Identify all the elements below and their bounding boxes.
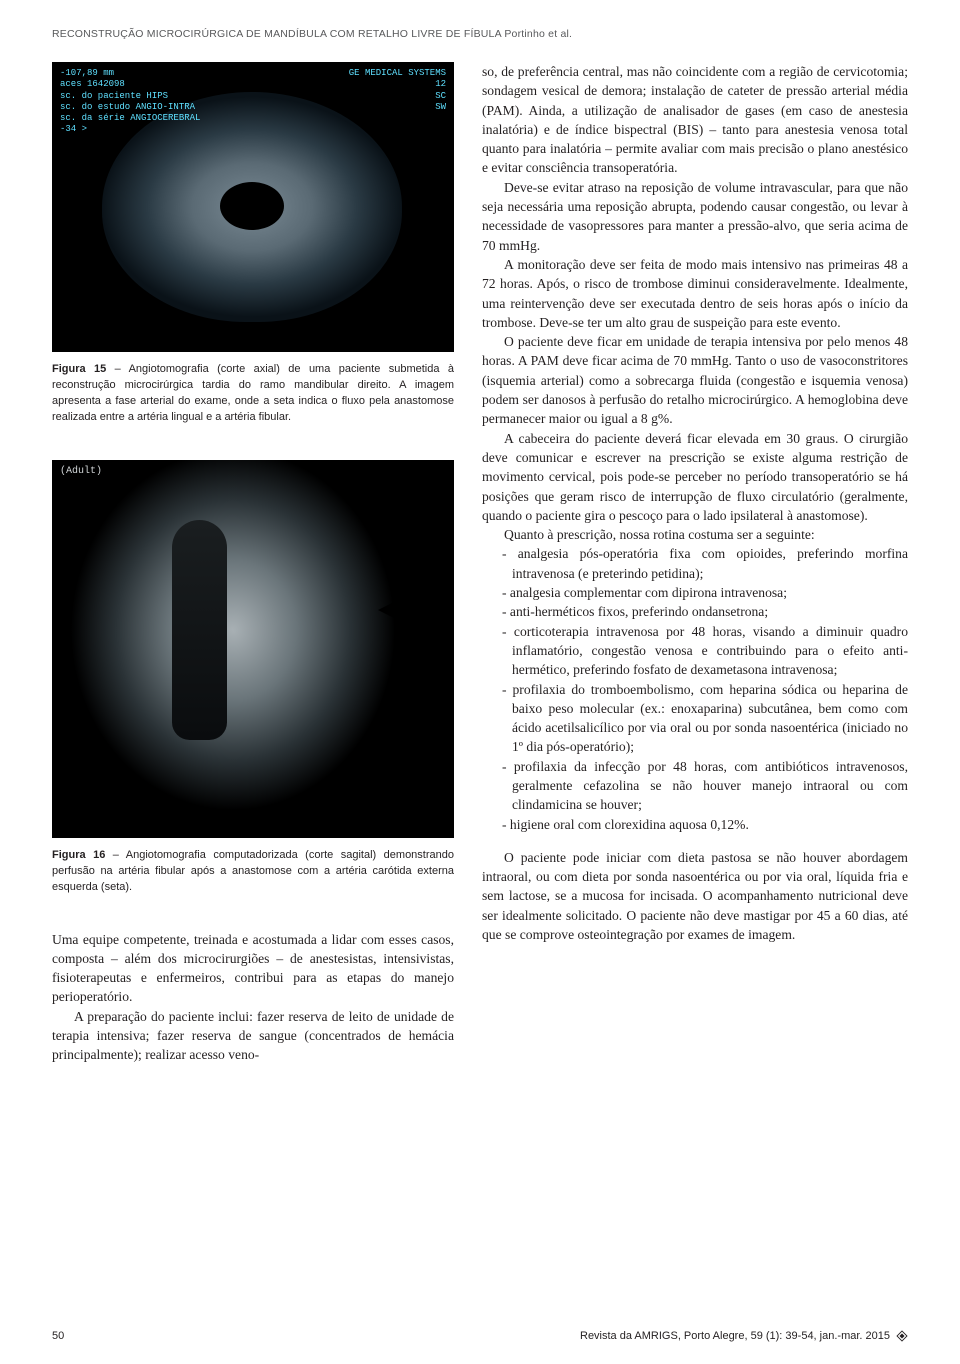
right-paragraph-2: Deve-se evitar atraso na reposição de vo… (482, 178, 908, 255)
figure-16-image: (Adult) (52, 460, 454, 838)
list-item: - corticoterapia intravenosa por 48 hora… (482, 622, 908, 680)
figure-15-overlay-top-left: -107,89 mm aces 1642098 sc. do paciente … (60, 68, 200, 136)
list-item: - higiene oral com clorexidina aquosa 0,… (482, 815, 908, 834)
right-column: so, de preferência central, mas não coin… (482, 62, 908, 1065)
right-paragraph-4: O paciente deve ficar em unidade de tera… (482, 332, 908, 428)
figure-15-overlay-top-right: GE MEDICAL SYSTEMS 12 SC SW (349, 68, 446, 113)
figure-15-caption: Figura 15 – Angiotomografia (corte axial… (52, 362, 454, 426)
left-paragraph-2: A preparação do paciente inclui: fazer r… (52, 1007, 454, 1065)
ct-scan-sagittal-icon (52, 460, 454, 838)
figure-16-overlay-adult: (Adult) (60, 466, 102, 479)
page-footer: 50 Revista da AMRIGS, Porto Alegre, 59 (… (52, 1330, 908, 1342)
diamond-icon (896, 1330, 908, 1342)
left-body-text: Uma equipe competente, treinada e acostu… (52, 930, 454, 1065)
figure-16-caption-text: – Angiotomografia computadorizada (corte… (52, 849, 454, 893)
left-paragraph-1: Uma equipe competente, treinada e acostu… (52, 930, 454, 1007)
running-head: RECONSTRUÇÃO MICROCIRÚRGICA DE MANDÍBULA… (52, 28, 908, 40)
list-item: - analgesia complementar com dipirona in… (482, 583, 908, 602)
right-paragraph-7: O paciente pode iniciar com dieta pastos… (482, 848, 908, 944)
figure-15-caption-text: – Angiotomografia (corte axial) de uma p… (52, 363, 454, 423)
two-column-layout: -107,89 mm aces 1642098 sc. do paciente … (52, 62, 908, 1065)
right-paragraph-1: so, de preferência central, mas não coin… (482, 62, 908, 178)
list-item: - analgesia pós-operatória fixa com opio… (482, 544, 908, 583)
right-paragraph-3: A monitoração deve ser feita de modo mai… (482, 255, 908, 332)
right-paragraph-5: A cabeceira do paciente deverá ficar ele… (482, 429, 908, 525)
list-item: - anti-herméticos fixos, preferindo onda… (482, 602, 908, 621)
list-item: - profilaxia do tromboembolismo, com hep… (482, 680, 908, 757)
prescription-list: - analgesia pós-operatória fixa com opio… (482, 544, 908, 833)
arrow-up-icon (104, 290, 122, 308)
figure-15-image: -107,89 mm aces 1642098 sc. do paciente … (52, 62, 454, 352)
footer-citation: Revista da AMRIGS, Porto Alegre, 59 (1):… (580, 1330, 890, 1342)
figure-15-label: Figura 15 (52, 363, 106, 375)
figure-16-caption: Figura 16 – Angiotomografia computadoriz… (52, 848, 454, 896)
page-number: 50 (52, 1330, 64, 1342)
right-paragraph-6: Quanto à prescrição, nossa rotina costum… (482, 525, 908, 544)
left-column: -107,89 mm aces 1642098 sc. do paciente … (52, 62, 454, 1065)
list-item: - profilaxia da infecção por 48 horas, c… (482, 757, 908, 815)
figure-16-label: Figura 16 (52, 849, 105, 861)
arrow-left-icon (378, 600, 398, 620)
